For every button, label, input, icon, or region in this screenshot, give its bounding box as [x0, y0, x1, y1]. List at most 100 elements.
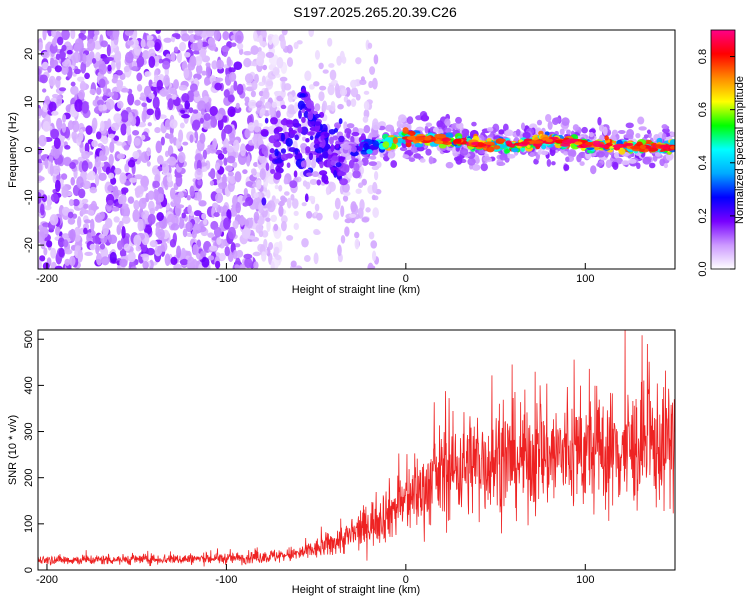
spectrogram-cell [155, 225, 161, 238]
spectrogram-cell [44, 158, 49, 169]
spectrogram-cell [226, 56, 232, 67]
spectrogram-cell [305, 146, 311, 154]
spectrogram-cell [392, 137, 398, 144]
spectrogram-cell [301, 108, 306, 114]
spectrogram-cell [119, 248, 127, 258]
spectrogram-cell [253, 126, 260, 133]
spectrogram-cell [74, 38, 84, 50]
colorbar-tick-label: 0.8 [697, 49, 709, 64]
spectrogram-cell [274, 126, 283, 133]
spectrogram-cell [314, 203, 320, 212]
spectrogram-cell [303, 110, 309, 119]
spectrogram-cell [368, 231, 375, 240]
spectrogram-cell [222, 205, 228, 212]
spectrogram-cell [107, 91, 115, 97]
spectrogram-cell [238, 263, 246, 269]
spectrogram-cell [344, 218, 352, 224]
spectrogram-cell [38, 146, 43, 155]
spectrogram-cell [164, 118, 172, 130]
spectrogram-cell [408, 157, 416, 162]
spectrogram-cell [38, 41, 43, 51]
spectrogram-cell [148, 79, 153, 88]
spectrogram-cell [661, 124, 668, 130]
spectrogram-cell [321, 174, 329, 184]
spectrogram-cell [234, 264, 240, 269]
spectrogram-cell [313, 252, 319, 265]
spectrogram-cell [215, 192, 224, 204]
spectrogram-cell [471, 164, 481, 171]
spectrogram-cell [315, 212, 323, 221]
spectrogram-cell [99, 243, 106, 250]
spectrogram-cell [269, 106, 275, 117]
spectrogram-cell [123, 243, 131, 252]
spectrogram-cell [66, 49, 73, 55]
spectrogram-cell [176, 50, 183, 64]
spectrogram-cell [306, 210, 313, 219]
spectrogram-cell [350, 150, 359, 157]
spectrogram-cell [301, 202, 307, 207]
spectrogram-cell [371, 77, 378, 90]
spectrogram-cell [363, 125, 371, 134]
spectrogram-cell [669, 131, 675, 137]
spectrogram-cell [149, 207, 156, 215]
spectrogram-cell [399, 146, 408, 152]
spectrogram-cell [330, 160, 336, 166]
spectrogram-cell [311, 159, 317, 169]
spectrogram-cell [46, 240, 53, 248]
spectrogram-cell [241, 228, 251, 240]
spectrogram-cell [250, 90, 257, 98]
spectrogram-cell [613, 151, 619, 159]
spectrogram-cell [272, 66, 280, 76]
spectrogram-cell [244, 128, 251, 139]
spectrogram-cell [99, 150, 104, 161]
spectrogram-cell [529, 152, 535, 158]
spectrogram-cell [91, 57, 97, 64]
spectrogram-cell [53, 137, 61, 149]
spectrogram-cell [55, 226, 61, 236]
spectrogram-cell [313, 81, 320, 87]
spectrogram-cell [232, 30, 238, 33]
spectrogram-cell [308, 152, 314, 161]
spectrogram-cell [74, 68, 81, 75]
spectrogram-cell [148, 92, 155, 100]
spectrogram-cell [208, 171, 216, 178]
spectrogram-cell [308, 30, 315, 38]
spectrogram-cell [95, 51, 101, 62]
spectrogram-cell [193, 90, 200, 98]
spectrogram-cell [228, 71, 237, 82]
spectrogram-cell [227, 106, 236, 118]
spectrogram-cell [307, 110, 314, 121]
spectrogram-cell [49, 43, 58, 54]
spectrogram-cell [78, 188, 86, 199]
spectrogram-cell [130, 266, 137, 269]
spectrogram-cell [86, 232, 93, 244]
spectrogram-cell [51, 110, 59, 116]
spectrogram-cell [244, 96, 250, 103]
spectrogram-cell [107, 184, 114, 192]
spectrogram-cell [483, 156, 491, 161]
spectrogram-cell [38, 68, 41, 76]
spectrogram-cell [76, 133, 83, 140]
spectrogram-cell [299, 93, 306, 98]
spectrogram-x-ticks: -200 -100 0 100 [36, 263, 594, 285]
spectrogram-cell [106, 44, 111, 57]
spectrogram-cell [51, 30, 57, 38]
colorbar-label: Normalized spectral amplitude [734, 76, 746, 224]
spectrogram-cell [382, 141, 390, 148]
spectrogram-cell [630, 145, 642, 150]
spectrogram-cell [74, 226, 81, 237]
spectrogram-cell [148, 56, 156, 68]
spectrogram-cell [54, 65, 62, 73]
spectrogram-cell [56, 174, 61, 181]
spectrogram-cell [280, 195, 286, 202]
spectrogram-cell [646, 129, 651, 135]
spectrogram-cell [126, 125, 131, 136]
spectrogram-cell [339, 88, 348, 96]
spectrogram-cell [283, 177, 289, 185]
spectrogram-cell [133, 200, 140, 211]
spectrogram-cell [217, 117, 224, 131]
spectrogram-cell [63, 157, 72, 166]
spectrogram-cell [350, 79, 358, 89]
spectrogram-cell [179, 258, 189, 266]
spectrogram-cell [588, 131, 594, 138]
